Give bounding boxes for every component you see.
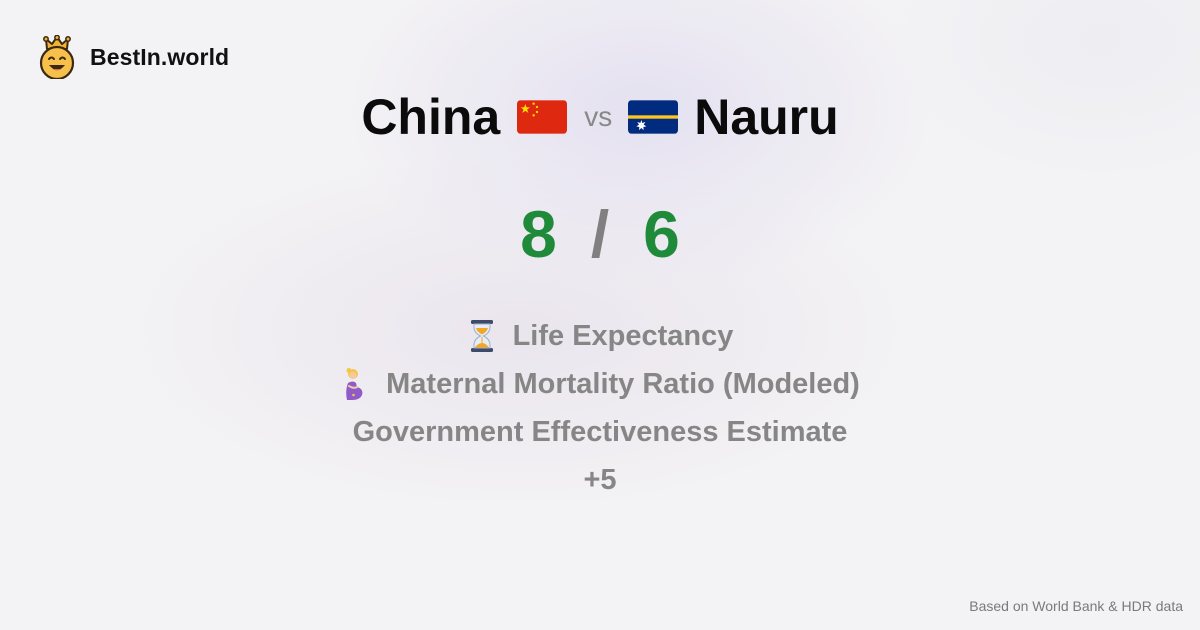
metric-label: Life Expectancy <box>512 319 734 352</box>
comparison-title: China vs Nauru <box>0 86 1200 148</box>
score-display: 8 / 6 <box>0 196 1200 272</box>
pregnant-woman-icon <box>346 368 363 400</box>
nauru-flag-icon <box>628 100 679 134</box>
metric-label: Maternal Mortality Ratio (Modeled) <box>386 367 860 400</box>
left-score: 8 <box>520 197 557 271</box>
metric-item: Government Effectiveness Estimate <box>0 408 1200 456</box>
vs-label: vs <box>584 101 613 132</box>
hourglass-icon <box>470 320 493 352</box>
metric-item: Maternal Mortality Ratio (Modeled) <box>0 360 1200 408</box>
metric-label: Government Effectiveness Estimate <box>352 415 848 448</box>
smiling-crown-face-icon <box>39 35 75 79</box>
score-separator: / <box>590 197 610 271</box>
right-country-name: Nauru <box>694 89 839 145</box>
metrics-list: Life Expectancy Maternal Mortality Ratio… <box>0 312 1200 504</box>
left-country-name: China <box>361 89 501 145</box>
metric-item: Life Expectancy <box>0 312 1200 360</box>
data-source-note: Based on World Bank & HDR data <box>969 598 1183 614</box>
right-score: 6 <box>643 197 680 271</box>
brand-header[interactable]: BestIn.world <box>38 35 229 79</box>
china-flag-icon <box>517 100 568 134</box>
brand-name[interactable]: BestIn.world <box>90 43 230 70</box>
more-label: +5 <box>583 463 617 496</box>
more-metrics-count: +5 <box>0 456 1200 504</box>
